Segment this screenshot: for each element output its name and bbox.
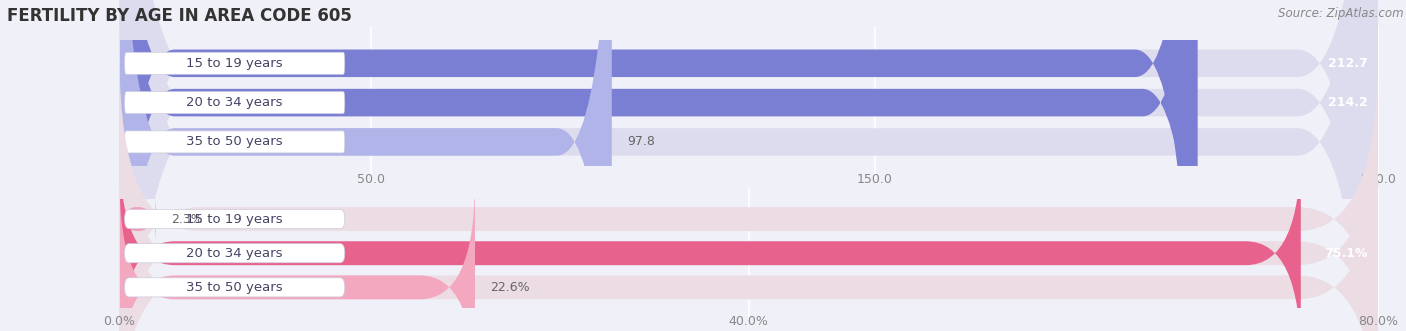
FancyBboxPatch shape (125, 131, 344, 153)
FancyBboxPatch shape (125, 244, 344, 263)
FancyBboxPatch shape (120, 0, 612, 331)
Text: 35 to 50 years: 35 to 50 years (187, 135, 283, 148)
FancyBboxPatch shape (120, 146, 1301, 331)
Text: 75.1%: 75.1% (1324, 247, 1368, 260)
FancyBboxPatch shape (120, 0, 1378, 331)
Text: 15 to 19 years: 15 to 19 years (187, 57, 283, 70)
FancyBboxPatch shape (125, 52, 344, 74)
FancyBboxPatch shape (120, 57, 1378, 331)
Text: 15 to 19 years: 15 to 19 years (187, 213, 283, 226)
FancyBboxPatch shape (120, 180, 475, 331)
Text: 2.3%: 2.3% (170, 213, 202, 226)
Text: 22.6%: 22.6% (491, 281, 530, 294)
FancyBboxPatch shape (120, 196, 156, 243)
Text: 20 to 34 years: 20 to 34 years (187, 247, 283, 260)
FancyBboxPatch shape (120, 0, 1198, 331)
Text: 214.2: 214.2 (1329, 96, 1368, 109)
Text: Source: ZipAtlas.com: Source: ZipAtlas.com (1278, 7, 1403, 20)
Text: FERTILITY BY AGE IN AREA CODE 605: FERTILITY BY AGE IN AREA CODE 605 (7, 7, 351, 24)
FancyBboxPatch shape (120, 0, 1189, 331)
FancyBboxPatch shape (120, 125, 1378, 331)
FancyBboxPatch shape (125, 210, 344, 229)
Text: 35 to 50 years: 35 to 50 years (187, 281, 283, 294)
FancyBboxPatch shape (125, 92, 344, 114)
FancyBboxPatch shape (120, 0, 1378, 331)
FancyBboxPatch shape (120, 91, 1378, 331)
FancyBboxPatch shape (120, 0, 1378, 331)
FancyBboxPatch shape (125, 278, 344, 297)
Text: 212.7: 212.7 (1329, 57, 1368, 70)
Text: 20 to 34 years: 20 to 34 years (187, 96, 283, 109)
Text: 97.8: 97.8 (627, 135, 655, 148)
